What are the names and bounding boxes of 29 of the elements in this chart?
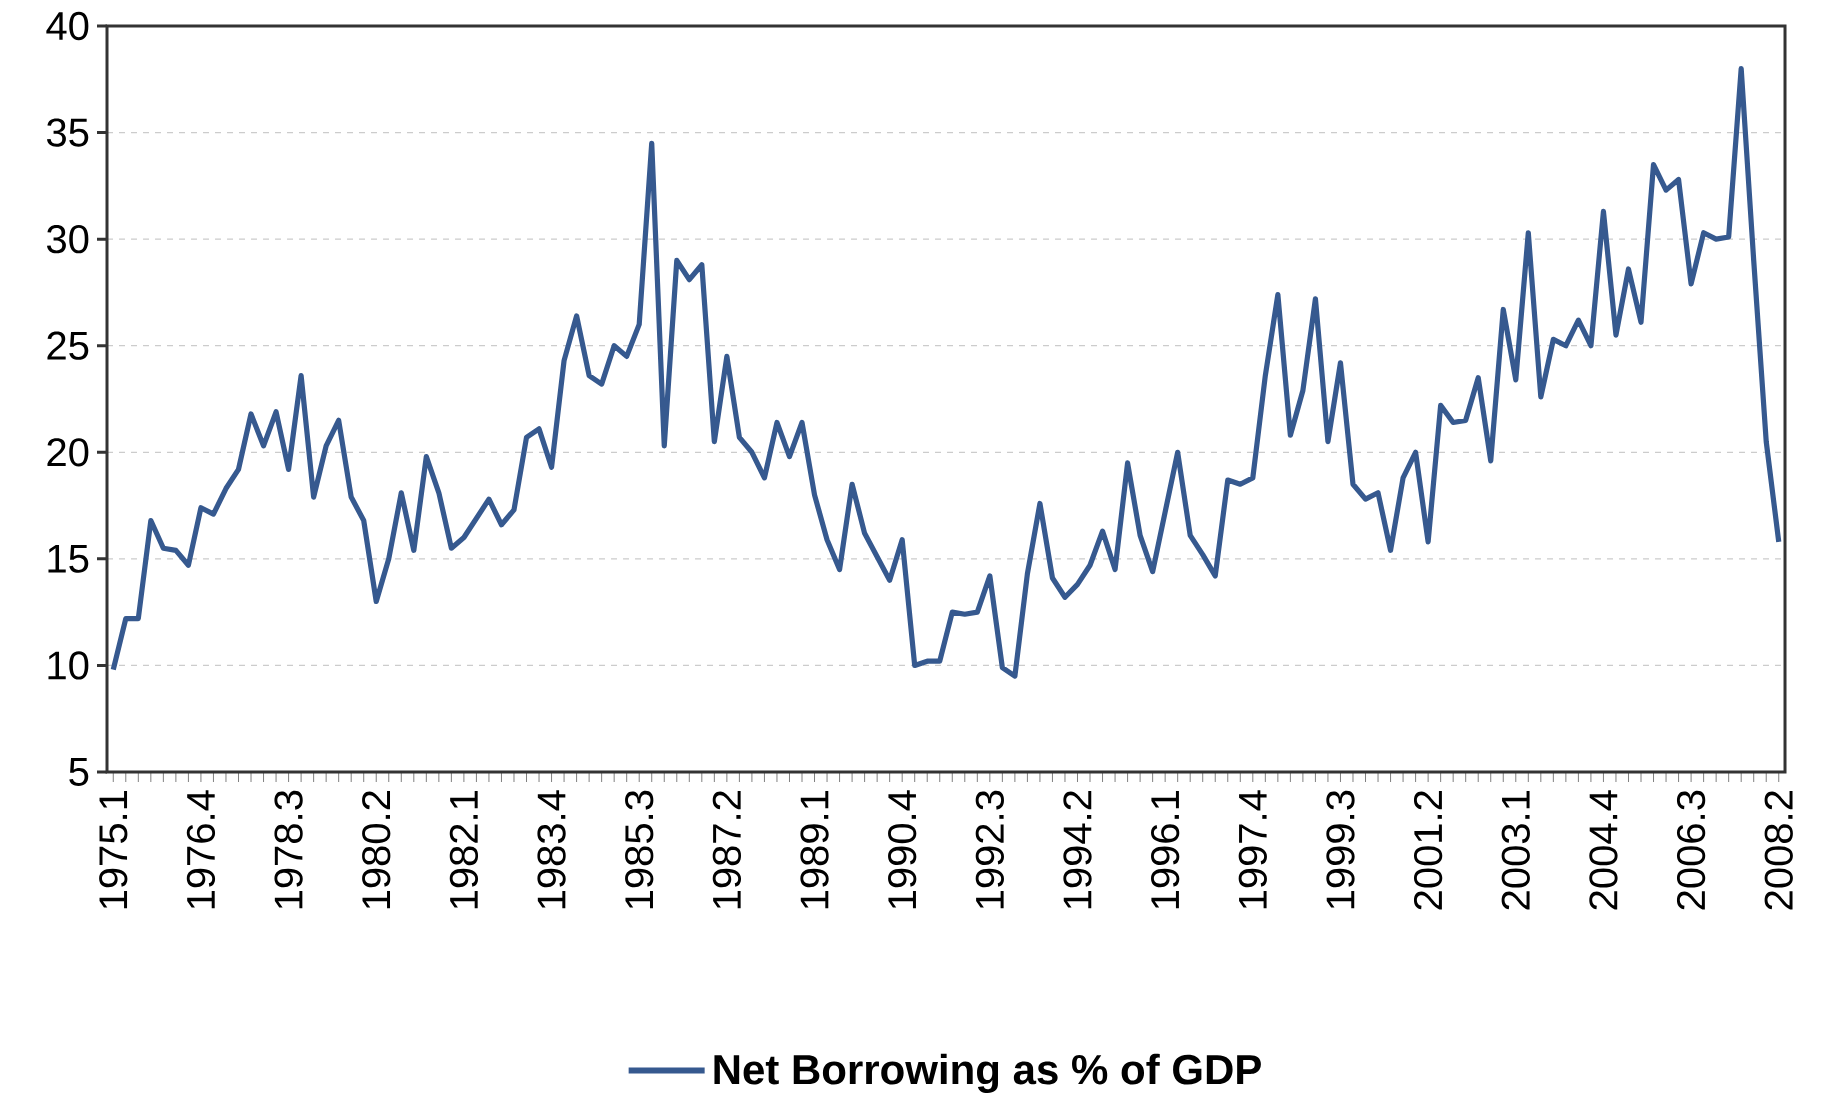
x-tick-label: 1989.1 <box>800 791 829 909</box>
x-tick-label: 2003.1 <box>1501 791 1530 910</box>
x-tick-label: 1980.2 <box>362 791 391 909</box>
x-tick-label: 1994.2 <box>1063 791 1092 909</box>
y-tick-label: 40 <box>46 11 89 41</box>
x-tick-label: 1987.2 <box>712 791 742 909</box>
x-tick-label: 1985.3 <box>625 790 654 909</box>
y-tick-label: 15 <box>48 544 89 573</box>
x-tick-label: 1996.1 <box>1151 791 1180 909</box>
y-tick-label: 20 <box>47 438 89 467</box>
y-tick-label: 35 <box>46 118 89 147</box>
x-tick-label: 2001.2 <box>1413 791 1443 910</box>
y-tick-label: 5 <box>69 758 89 786</box>
y-tick-label: 25 <box>47 331 89 360</box>
x-tick-label: 1975.1 <box>99 791 128 909</box>
x-tick-label: 2008.2 <box>1764 791 1793 910</box>
x-tick-label: 1976.4 <box>186 790 216 909</box>
x-tick-label: 1999.3 <box>1326 790 1355 909</box>
x-tick-label: 1978.3 <box>274 790 303 909</box>
x-tick-label: 1997.4 <box>1238 790 1267 909</box>
y-tick-label: 10 <box>48 651 89 680</box>
x-tick-label: 1990.4 <box>888 790 917 909</box>
x-tick-label: 1992.3 <box>975 790 1004 909</box>
y-tick-label: 30 <box>46 225 89 254</box>
x-tick-label: 1983.4 <box>537 790 566 909</box>
x-tick-label: 2006.3 <box>1676 790 1706 910</box>
x-tick-label: 2004.4 <box>1589 790 1618 910</box>
legend-label: Net Borrowing as % of GDP <box>714 1053 1261 1094</box>
x-tick-label: 1982.1 <box>449 791 479 909</box>
